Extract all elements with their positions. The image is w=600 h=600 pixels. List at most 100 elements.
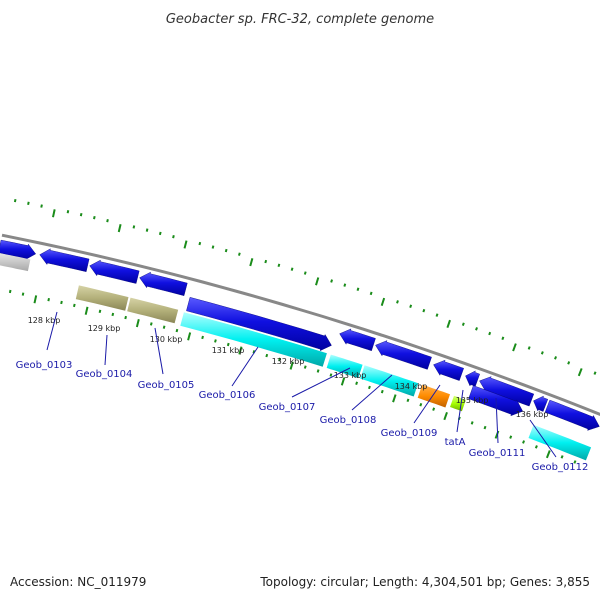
outer-tick [198,241,202,246]
kbp-label: 132 kbp [272,357,305,366]
inner-tick [289,361,294,370]
gene-leader-line [413,384,441,424]
inner-tick [265,353,269,358]
gene-leader-line [231,346,259,387]
kbp-label: 129 kbp [88,324,121,333]
kbp-label: 136 kbp [516,410,549,419]
outer-tick [554,356,557,360]
outer-tick [369,291,373,296]
gene-label: Geob_0107 [259,402,316,413]
gene-label: Geob_0108 [320,415,377,426]
forward-cds-feature [186,297,332,352]
outer-tick [211,245,215,249]
inner-tick [60,300,63,305]
inner-tick [124,315,127,320]
inner-tick [226,342,230,347]
inner-tick [392,394,397,403]
inner-tick [406,398,410,403]
outer-tick [527,346,531,350]
outer-tick [461,322,465,326]
outer-tick [501,336,505,341]
backbone-line [1,233,600,416]
gene-leader-line [291,367,351,398]
inner-tick [560,455,564,459]
outer-tick [488,331,492,336]
inner-tick [522,440,526,444]
kbp-label: 133 kbp [334,371,367,380]
outer-tick [315,277,320,286]
outer-tick [303,271,307,275]
forward-cds-feature [544,399,600,431]
forward-cds-feature [0,239,36,261]
outer-tick [343,283,347,287]
inner-tick [534,445,538,449]
outer-tick [330,279,334,283]
kbp-label: 128 kbp [28,316,61,325]
accession-text: Accession: NC_011979 [10,575,146,589]
inner-tick [175,328,179,333]
gene-leader-line [104,334,108,366]
outer-tick [27,201,30,205]
inner-tick [545,450,551,459]
kbp-label: 131 kbp [212,346,245,355]
gene-label: Geob_0104 [76,369,133,380]
inner-tick [21,292,25,296]
outer-tick [356,287,360,291]
reverse-cds-feature [326,354,363,378]
inner-tick [47,297,50,302]
gene-label: Geob_0103 [16,360,73,371]
outer-tick [396,300,399,304]
inner-tick [470,421,474,425]
inner-tick [98,309,102,314]
gene-leader-line [154,327,164,375]
outer-tick [512,343,517,352]
forward-cds-feature [533,395,549,412]
outer-tick [79,212,83,217]
outer-tick [158,231,162,236]
outer-tick [540,351,544,355]
outer-tick [117,224,122,233]
kbp-label: 130 kbp [150,335,183,344]
gene-label: Geob_0111 [469,448,526,459]
rna-feature [75,285,129,311]
forward-cds-feature [465,370,480,387]
outer-tick [40,204,43,208]
gene-features [0,239,600,461]
outer-tick [224,248,228,253]
inner-tick [573,460,577,464]
forward-cds-feature [433,359,464,381]
inner-tick [368,385,371,390]
outer-tick [66,210,70,214]
kbp-label: 134 kbp [395,382,428,391]
outer-tick [145,228,149,232]
outer-tick [264,259,268,264]
genome-backbone [1,233,600,416]
inner-tick [380,389,384,394]
outer-tick [435,313,439,317]
inner-tick [303,365,307,369]
gene-label: Geob_0112 [532,462,589,473]
outer-tick [475,327,478,331]
inner-tick [509,435,513,439]
outer-tick [172,235,175,239]
inner-tick [84,306,89,315]
kbp-label: 135 kbp [456,396,489,405]
outer-tick [183,240,188,249]
gene-label: tatA [445,437,466,448]
outer-tick [249,258,254,267]
inner-tick-marks [8,289,577,464]
gene-leader-line [529,419,557,458]
inner-tick [73,303,76,308]
outer-tick [93,215,96,220]
inner-tick [419,402,423,407]
genome-summary-text: Topology: circular; Length: 4,304,501 bp… [259,575,590,589]
gene-leader-line [495,397,499,444]
inner-tick [278,357,281,362]
outer-tick-marks [13,198,597,377]
gene-label: Geob_0109 [381,428,438,439]
inner-tick [355,381,359,385]
inner-tick [201,335,204,340]
inner-tick [432,407,436,411]
inner-tick [162,325,166,329]
outer-tick [290,267,294,271]
